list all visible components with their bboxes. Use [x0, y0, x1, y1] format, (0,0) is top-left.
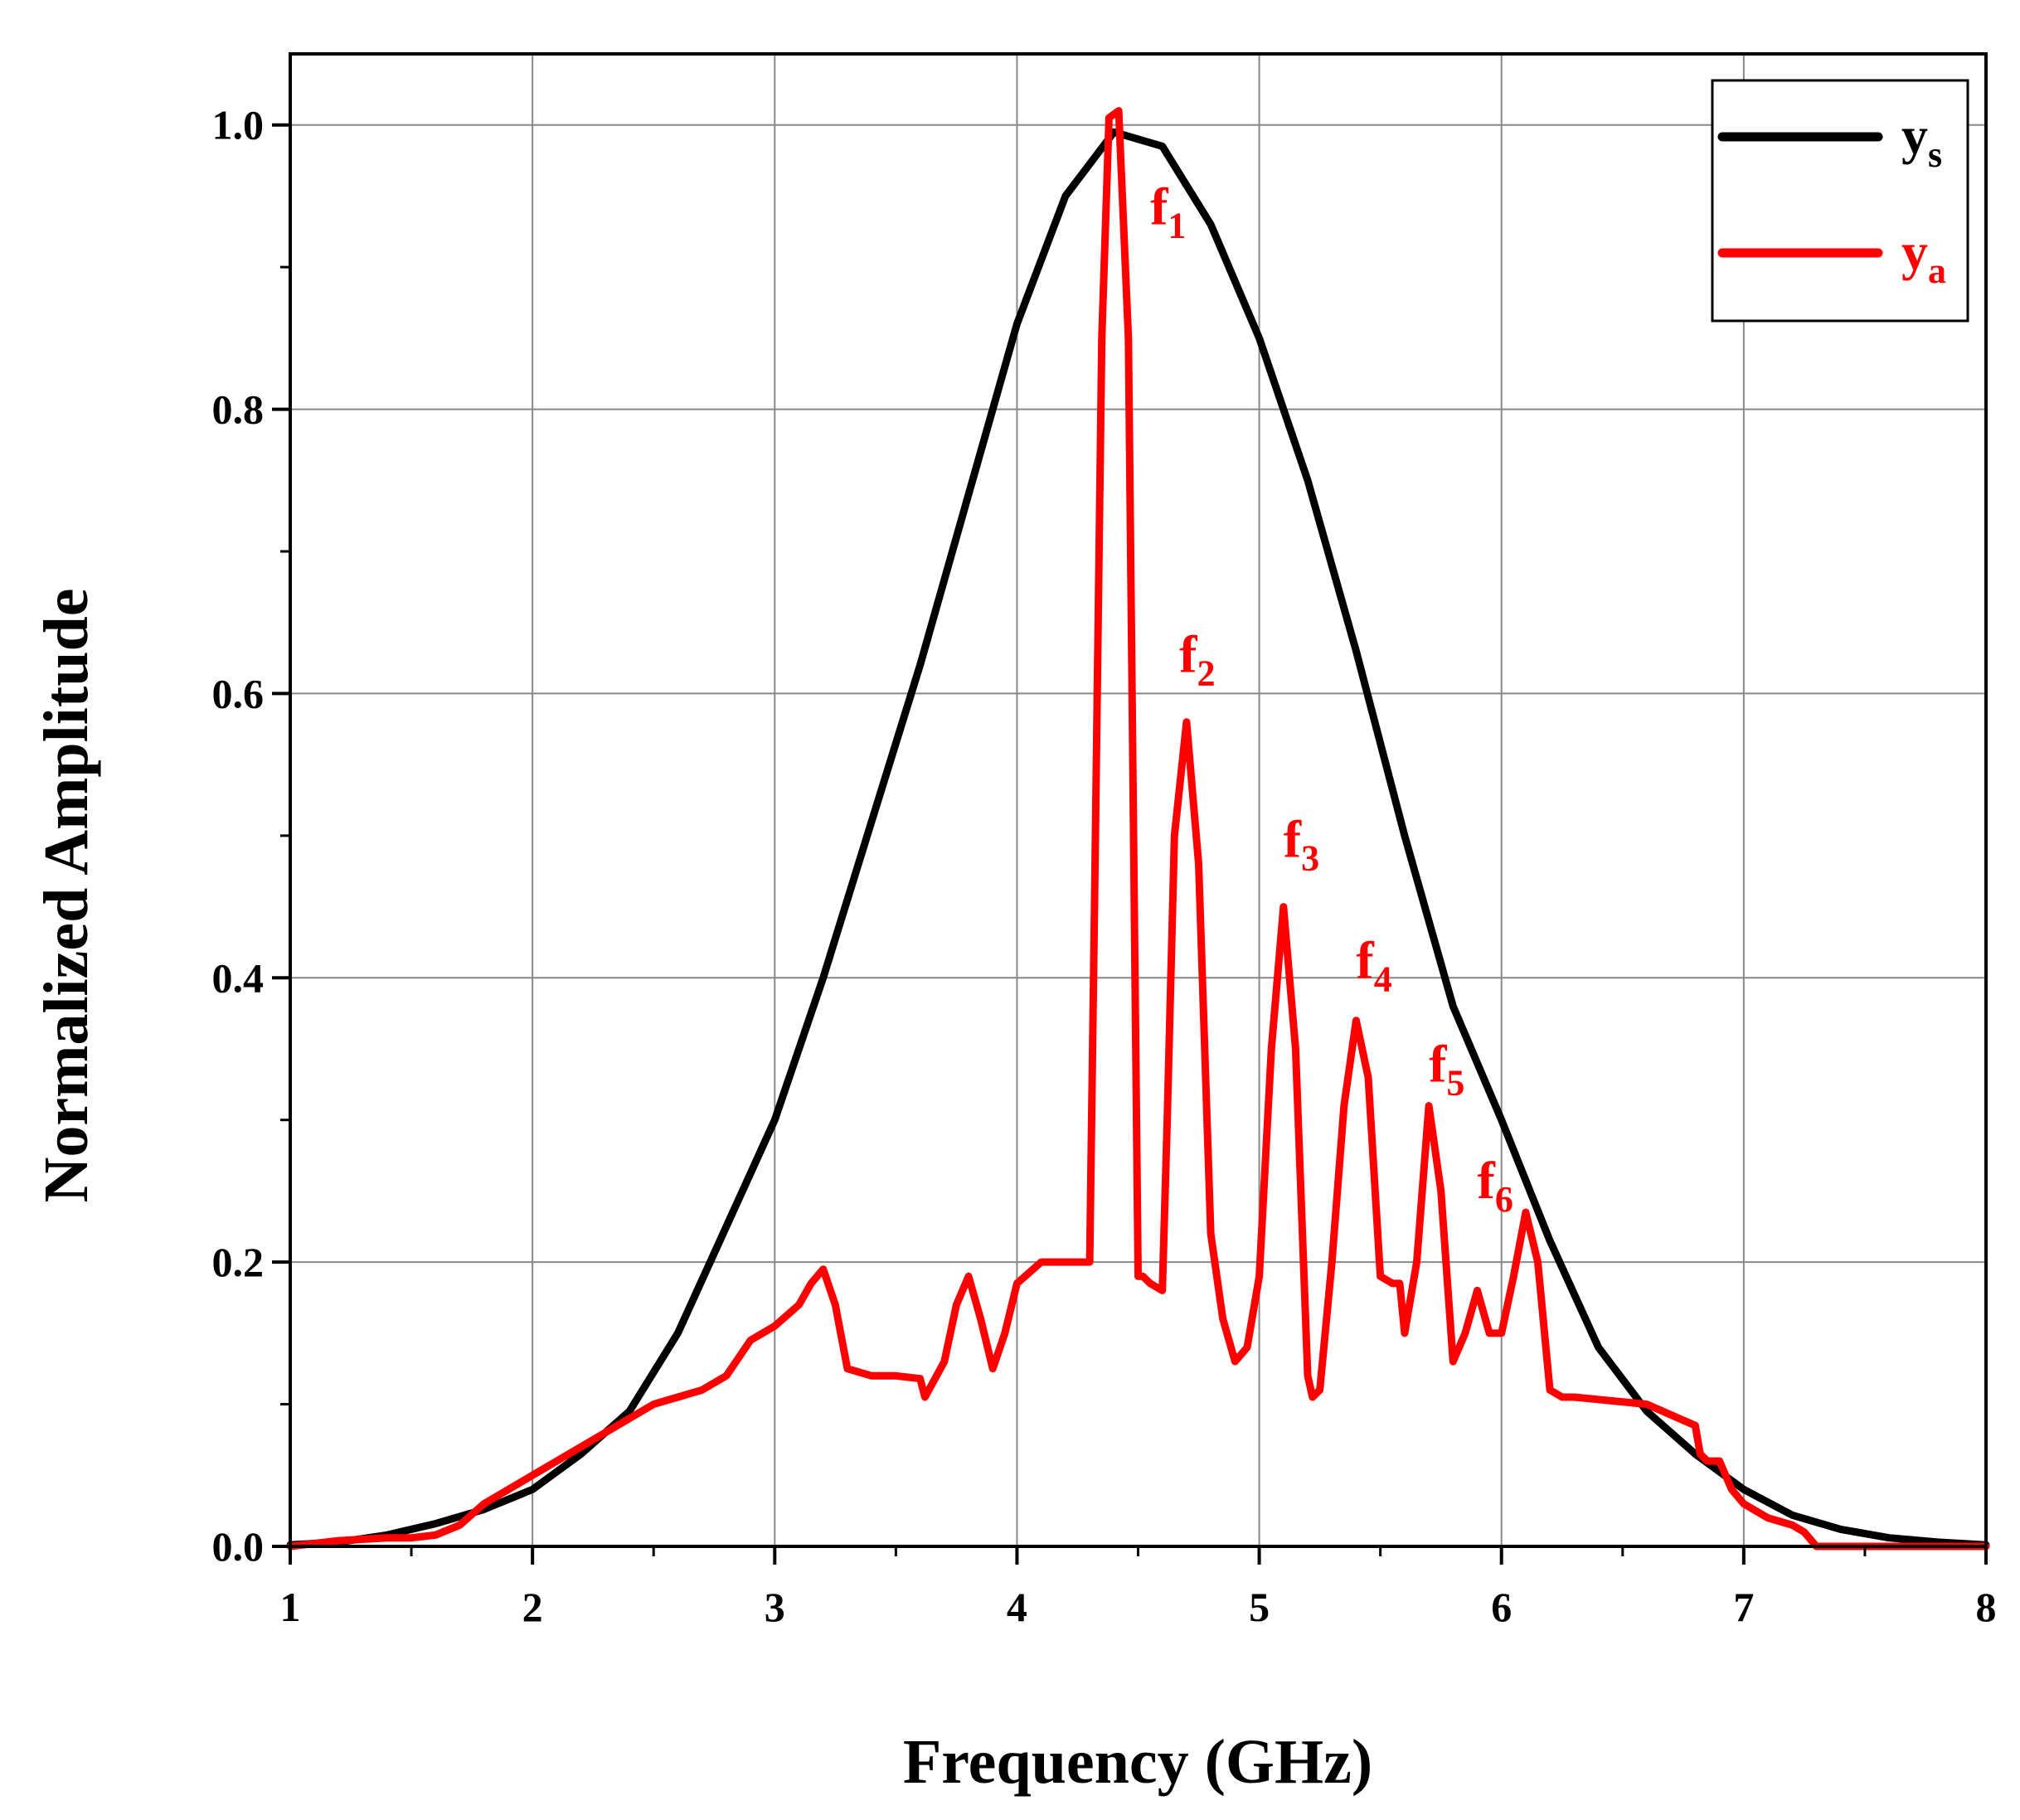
- y-tick-label: 0.2: [212, 1239, 265, 1285]
- y-tick-label: 1.0: [212, 102, 265, 148]
- series-layer: [286, 107, 1990, 1551]
- series-line-ys: [286, 128, 1990, 1549]
- legend-label-ya: ya: [1901, 222, 1946, 291]
- x-tick-label: 7: [1733, 1584, 1754, 1630]
- tick-labels: 1 2 3 4 5 6 7 8 0.0 0.2 0.4 0.6 0.8 1.0: [212, 102, 1997, 1630]
- legend-box: [1711, 79, 1969, 323]
- y-axis-title: Normalized Amplitude: [32, 589, 101, 1203]
- peak-label-f1: f1: [1150, 177, 1186, 246]
- axis-ticks: [272, 123, 1988, 1565]
- peak-label-f6: f6: [1478, 1151, 1513, 1220]
- peak-label-f5: f5: [1429, 1034, 1464, 1103]
- x-tick-label: 8: [1976, 1584, 1997, 1630]
- x-tick-label: 5: [1249, 1584, 1270, 1630]
- y-tick-label: 0.6: [212, 670, 265, 716]
- series-line-ya: [286, 107, 1990, 1551]
- y-tick-label: 0.8: [212, 386, 265, 433]
- x-tick-label: 1: [280, 1584, 301, 1630]
- y-tick-label: 0.4: [212, 954, 265, 1001]
- x-tick-label: 2: [522, 1584, 543, 1630]
- legend-label-ys: ys: [1901, 106, 1942, 175]
- peak-label-f2: f2: [1179, 625, 1215, 694]
- y-tick-label: 0.0: [212, 1523, 265, 1570]
- legend: ys ya: [1711, 79, 1969, 323]
- x-tick-label: 6: [1491, 1584, 1512, 1630]
- x-tick-label: 3: [765, 1584, 785, 1630]
- peak-label-f3: f3: [1284, 810, 1319, 879]
- x-axis-title: Frequency (GHz): [903, 1727, 1372, 1797]
- peak-label-f4: f4: [1356, 930, 1391, 999]
- x-tick-label: 4: [1007, 1584, 1027, 1630]
